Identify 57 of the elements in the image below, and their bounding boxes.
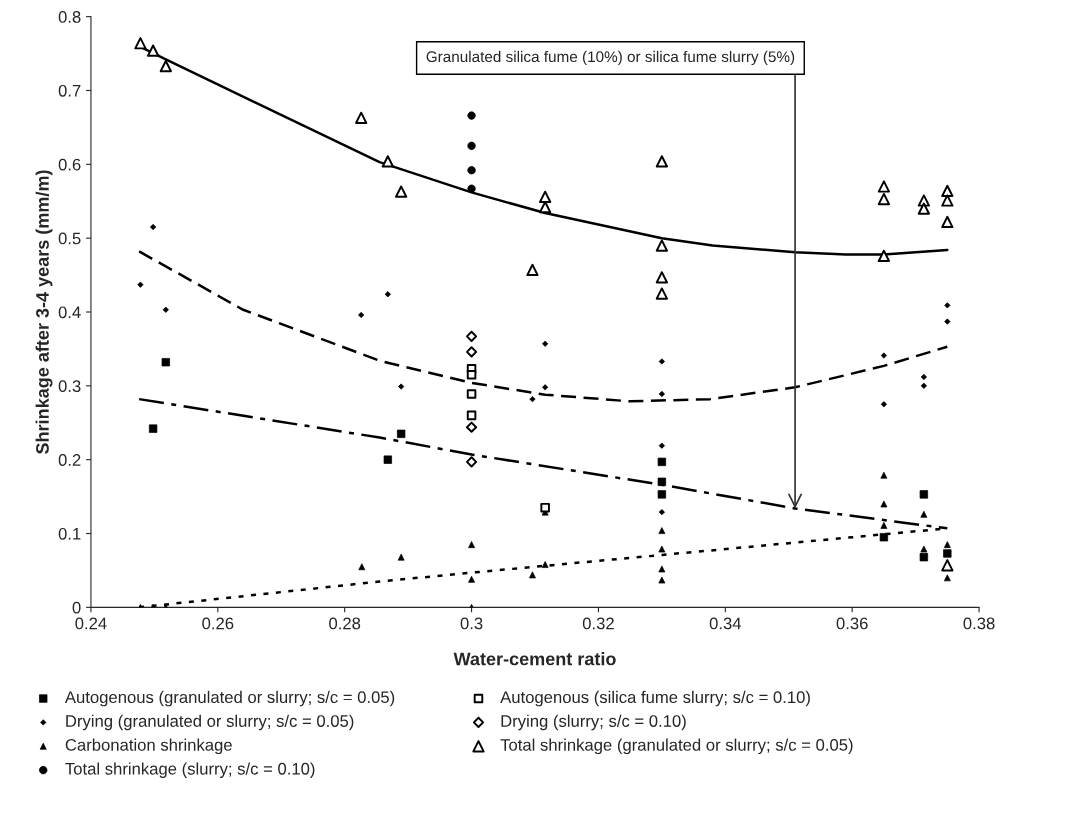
x-tick-label: 0.32: [582, 617, 614, 630]
point: [941, 194, 954, 207]
x-tick-label: 0.3: [460, 617, 483, 630]
y-axis-title: Shrinkage after 3-4 years (mm/m): [35, 170, 53, 454]
point: [941, 184, 954, 198]
line-series: [137, 250, 949, 403]
x-tick-label: 0.36: [836, 617, 868, 630]
point: [877, 249, 891, 262]
point: [355, 111, 368, 124]
point: [381, 155, 394, 168]
point: [465, 456, 478, 468]
y-tick-label: 0.8: [58, 11, 81, 23]
point: [466, 410, 477, 421]
x-tick-label: 0.28: [329, 617, 361, 630]
point: [526, 263, 539, 277]
x-tick-label: 0.26: [202, 617, 234, 630]
point: [466, 369, 477, 380]
legend-label: Drying (slurry; s/c = 0.10): [501, 714, 686, 731]
point: [465, 421, 478, 433]
point: [655, 239, 668, 252]
x-tick-label: 0.24: [75, 617, 107, 630]
y-tick-label: 0.7: [58, 84, 81, 97]
point: [465, 330, 478, 342]
legend-label: Total shrinkage (granulated or slurry; s/c = 0.05): [500, 738, 853, 755]
y-tick-label: 0.1: [58, 527, 81, 540]
legend-label: Drying (granulated or slurry; s/c = 0.05): [66, 714, 354, 731]
y-tick-label: 0: [72, 601, 81, 614]
point: [941, 559, 954, 572]
point: [159, 59, 172, 73]
point: [395, 185, 408, 198]
annotation: Granulated silica fume (10%) or silica fume slurry (5%): [426, 50, 795, 66]
point: [539, 190, 552, 203]
point: [147, 44, 160, 57]
x-axis-title: Water-cement ratio: [453, 652, 616, 666]
point: [880, 352, 887, 359]
x-tick-label: 0.34: [709, 617, 742, 630]
point: [917, 202, 930, 215]
point: [466, 389, 477, 399]
y-tick-label: 0.4: [58, 306, 81, 319]
point: [655, 271, 668, 284]
point: [465, 346, 478, 358]
legend-label: Autogenous (granulated or slurry; s/c = 0.05): [64, 690, 395, 707]
legend-label: Total shrinkage (slurry; s/c = 0.10): [65, 762, 315, 778]
point: [540, 502, 550, 513]
legend-label: Carbonation shrinkage: [65, 738, 232, 755]
point: [134, 37, 147, 50]
y-tick-label: 0.5: [58, 232, 81, 245]
point: [655, 155, 668, 168]
legend-label: Autogenous (silica fume slurry; s/c = 0.10): [500, 690, 810, 707]
point: [877, 192, 891, 206]
x-tick-label: 0.38: [963, 617, 995, 630]
y-tick-label: 0.2: [58, 454, 81, 466]
y-tick-label: 0.3: [58, 380, 81, 393]
point: [877, 180, 891, 193]
point: [655, 287, 668, 300]
y-tick-label: 0.6: [58, 158, 81, 171]
point: [941, 215, 954, 229]
